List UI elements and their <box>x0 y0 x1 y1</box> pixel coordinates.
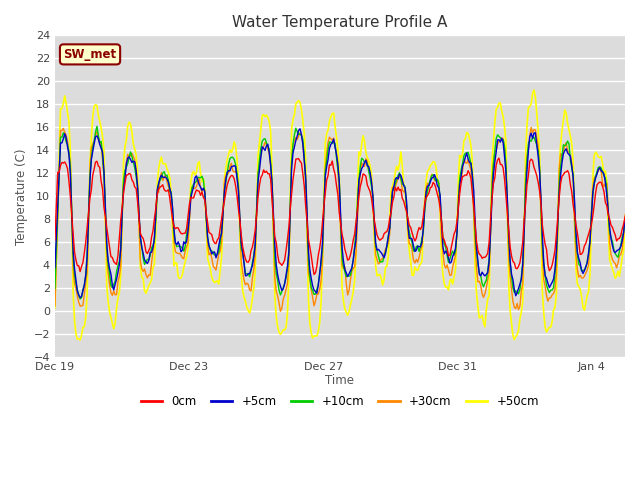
+10cm <box>621 217 629 223</box>
+10cm <box>93 123 100 129</box>
+30cm <box>369 194 377 200</box>
+5cm <box>76 295 84 300</box>
+10cm <box>371 221 378 227</box>
+30cm <box>276 308 284 314</box>
+5cm <box>566 153 574 159</box>
+5cm <box>371 218 378 224</box>
+30cm <box>566 152 574 158</box>
+50cm <box>369 197 377 203</box>
+5cm <box>621 216 629 222</box>
+30cm <box>241 282 249 288</box>
+10cm <box>244 271 252 276</box>
Legend: 0cm, +5cm, +10cm, +30cm, +50cm: 0cm, +5cm, +10cm, +30cm, +50cm <box>136 390 544 413</box>
+5cm <box>51 265 59 271</box>
+5cm <box>471 218 479 224</box>
+30cm <box>51 303 59 309</box>
+5cm <box>454 204 462 210</box>
+30cm <box>453 227 461 232</box>
+10cm <box>51 286 59 291</box>
+30cm <box>527 124 535 130</box>
0cm <box>310 272 318 277</box>
0cm <box>222 190 230 195</box>
+30cm <box>470 211 477 217</box>
0cm <box>51 237 59 243</box>
0cm <box>470 204 477 209</box>
+5cm <box>296 126 304 132</box>
0cm <box>369 206 377 212</box>
0cm <box>453 219 461 225</box>
+50cm <box>530 87 538 93</box>
+50cm <box>51 305 59 311</box>
+10cm <box>225 161 232 167</box>
0cm <box>566 181 574 187</box>
Title: Water Temperature Profile A: Water Temperature Profile A <box>232 15 447 30</box>
+5cm <box>243 273 251 278</box>
+5cm <box>223 169 231 175</box>
+50cm <box>223 157 231 163</box>
+10cm <box>566 157 574 163</box>
+50cm <box>243 304 251 310</box>
+30cm <box>222 172 230 178</box>
+50cm <box>621 219 629 225</box>
0cm <box>495 155 503 161</box>
Line: +10cm: +10cm <box>55 126 625 299</box>
+50cm <box>470 206 477 212</box>
+50cm <box>76 337 84 343</box>
+30cm <box>621 212 629 218</box>
+50cm <box>453 229 461 235</box>
X-axis label: Time: Time <box>326 374 355 387</box>
0cm <box>621 214 629 220</box>
+10cm <box>471 232 479 238</box>
+10cm <box>454 201 462 207</box>
+50cm <box>566 133 574 139</box>
Line: +50cm: +50cm <box>55 90 625 340</box>
Text: SW_met: SW_met <box>63 48 116 61</box>
0cm <box>241 256 249 262</box>
Line: 0cm: 0cm <box>55 158 625 275</box>
Y-axis label: Temperature (C): Temperature (C) <box>15 148 28 245</box>
+10cm <box>76 296 84 302</box>
Line: +5cm: +5cm <box>55 129 625 298</box>
Line: +30cm: +30cm <box>55 127 625 311</box>
